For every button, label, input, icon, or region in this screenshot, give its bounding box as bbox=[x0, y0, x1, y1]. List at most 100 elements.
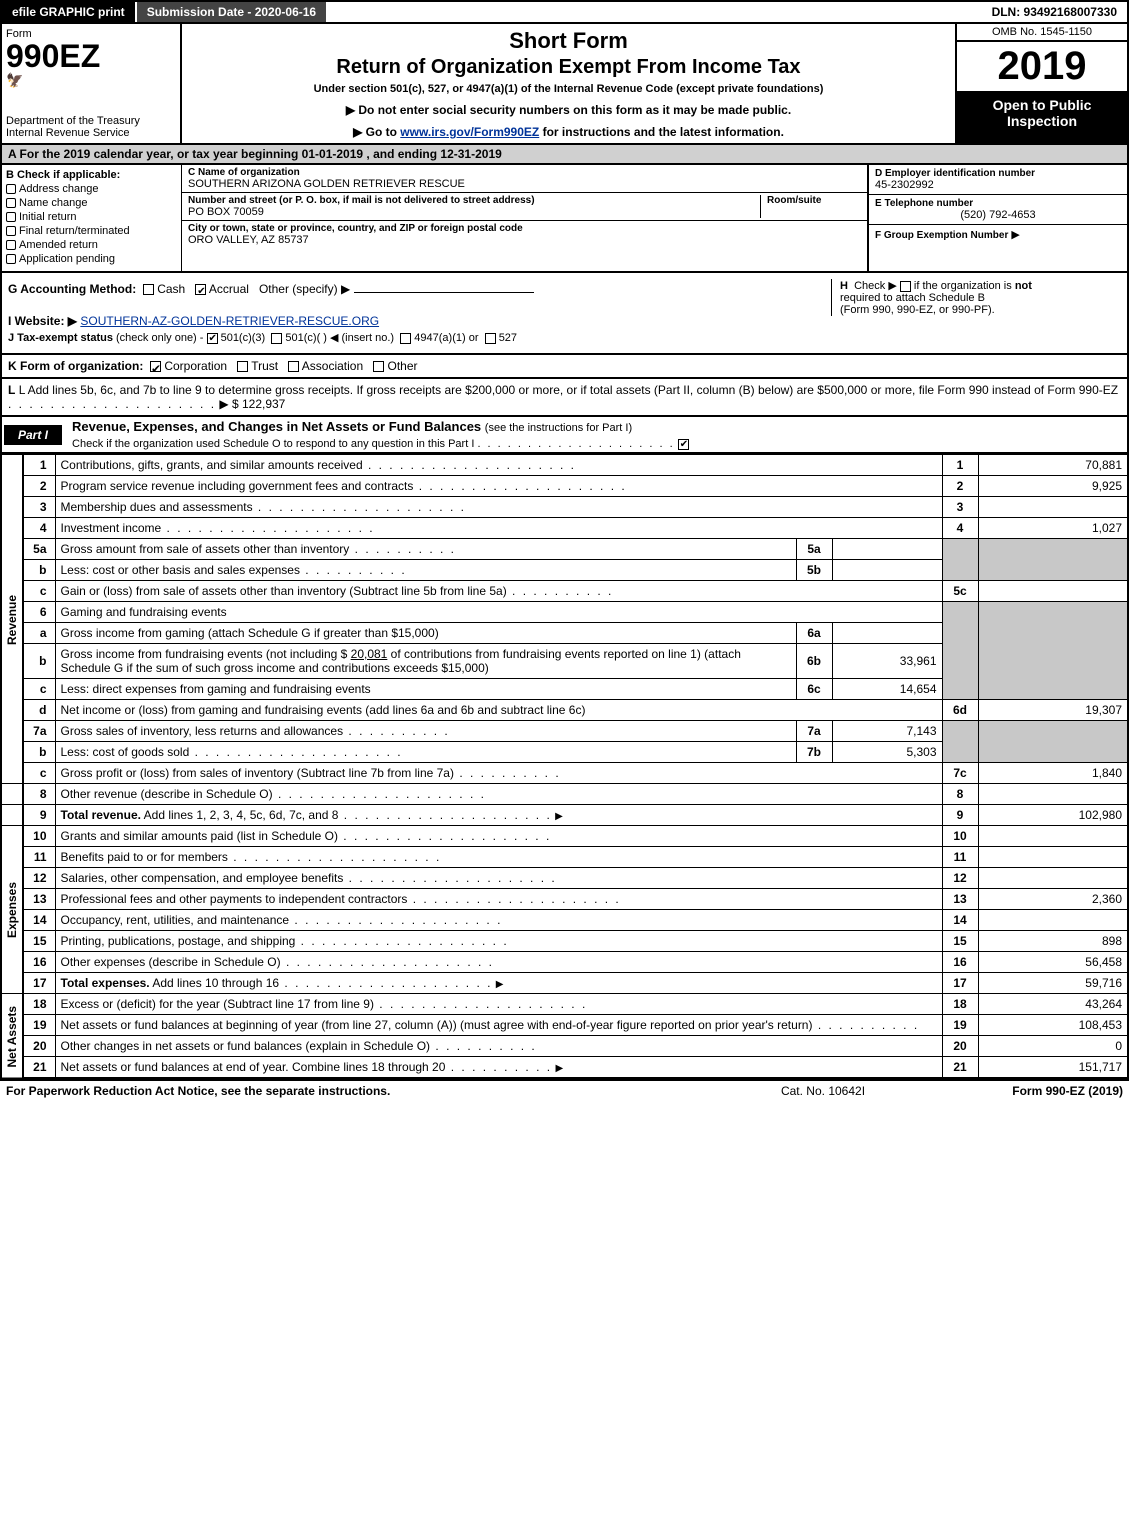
amount-13: 2,360 bbox=[978, 889, 1128, 910]
checkbox-501c[interactable] bbox=[271, 333, 282, 344]
table-row: 11 Benefits paid to or for members 11 bbox=[1, 847, 1128, 868]
city-value: ORO VALLEY, AZ 85737 bbox=[188, 234, 861, 246]
omb-number: OMB No. 1545-1150 bbox=[957, 24, 1127, 42]
checkbox-amended-return[interactable] bbox=[6, 240, 16, 250]
checkbox-cash[interactable] bbox=[143, 284, 154, 295]
irs-link[interactable]: www.irs.gov/Form990EZ bbox=[400, 125, 539, 139]
footer-form: Form 990-EZ (2019) bbox=[923, 1084, 1123, 1098]
amount-18: 43,264 bbox=[978, 994, 1128, 1015]
d-label: D Employer identification number bbox=[875, 168, 1121, 179]
period-row: A For the 2019 calendar year, or tax yea… bbox=[0, 145, 1129, 165]
checkbox-association[interactable] bbox=[288, 361, 299, 372]
checkbox-4947[interactable] bbox=[400, 333, 411, 344]
amount-7a: 7,143 bbox=[832, 721, 942, 742]
form-title-short: Short Form bbox=[190, 28, 947, 54]
box-def: D Employer identification number 45-2302… bbox=[867, 165, 1127, 271]
part-1-header: Part I Revenue, Expenses, and Changes in… bbox=[0, 417, 1129, 454]
checkbox-initial-return[interactable] bbox=[6, 212, 16, 222]
table-row: 14 Occupancy, rent, utilities, and maint… bbox=[1, 910, 1128, 931]
room-label: Room/suite bbox=[767, 195, 861, 206]
ssn-warning: ▶ Do not enter social security numbers o… bbox=[190, 103, 947, 117]
amount-6d: 19,307 bbox=[978, 700, 1128, 721]
checkbox-527[interactable] bbox=[485, 333, 496, 344]
amount-11 bbox=[978, 847, 1128, 868]
submission-date-button[interactable]: Submission Date - 2020-06-16 bbox=[137, 2, 328, 22]
other-specify-input[interactable] bbox=[354, 292, 534, 293]
table-row: c Gain or (loss) from sale of assets oth… bbox=[1, 581, 1128, 602]
efile-print-button[interactable]: efile GRAPHIC print bbox=[2, 2, 137, 22]
street-value: PO BOX 70059 bbox=[188, 206, 754, 218]
checkbox-name-change[interactable] bbox=[6, 198, 16, 208]
phone-value: (520) 792-4653 bbox=[875, 209, 1121, 221]
table-row: 9 Total revenue. Add lines 1, 2, 3, 4, 5… bbox=[1, 805, 1128, 826]
city-label: City or town, state or province, country… bbox=[188, 223, 861, 234]
table-row: 20 Other changes in net assets or fund b… bbox=[1, 1036, 1128, 1057]
table-row: 4 Investment income 4 1,027 bbox=[1, 518, 1128, 539]
checkbox-final-return[interactable] bbox=[6, 226, 16, 236]
checkbox-accrual[interactable] bbox=[195, 284, 206, 295]
amount-16: 56,458 bbox=[978, 952, 1128, 973]
section-ghij: H Check ▶ if the organization is not req… bbox=[0, 273, 1129, 355]
amount-15: 898 bbox=[978, 931, 1128, 952]
checkbox-h[interactable] bbox=[900, 281, 911, 292]
amount-20: 0 bbox=[978, 1036, 1128, 1057]
form-header: Form 990EZ 🦅 Department of the Treasury … bbox=[0, 24, 1129, 145]
table-row: Net Assets 18 Excess or (deficit) for th… bbox=[1, 994, 1128, 1015]
box-b: B Check if applicable: Address change Na… bbox=[2, 165, 182, 271]
street-label: Number and street (or P. O. box, if mail… bbox=[188, 195, 754, 206]
e-label: E Telephone number bbox=[875, 198, 1121, 209]
line-j: J Tax-exempt status (check only one) - 5… bbox=[8, 331, 1121, 344]
table-row: Revenue 1 Contributions, gifts, grants, … bbox=[1, 455, 1128, 476]
org-name: SOUTHERN ARIZONA GOLDEN RETRIEVER RESCUE bbox=[188, 178, 861, 190]
amount-4: 1,027 bbox=[978, 518, 1128, 539]
checkbox-corporation[interactable]: ✔ bbox=[150, 361, 161, 372]
f-arrow: ▶ bbox=[1011, 229, 1019, 241]
amount-7c: 1,840 bbox=[978, 763, 1128, 784]
table-row: 13 Professional fees and other payments … bbox=[1, 889, 1128, 910]
page-footer: For Paperwork Reduction Act Notice, see … bbox=[0, 1079, 1129, 1101]
dln-label: DLN: 93492168007330 bbox=[982, 2, 1127, 22]
table-row: 19 Net assets or fund balances at beginn… bbox=[1, 1015, 1128, 1036]
checkbox-address-change[interactable] bbox=[6, 184, 16, 194]
tax-year: 2019 bbox=[957, 42, 1127, 93]
net-assets-vlabel: Net Assets bbox=[1, 994, 23, 1079]
c-label: C Name of organization bbox=[188, 167, 861, 178]
checkbox-trust[interactable] bbox=[237, 361, 248, 372]
table-row: 8 Other revenue (describe in Schedule O)… bbox=[1, 784, 1128, 805]
section-l: L L Add lines 5b, 6c, and 7b to line 9 t… bbox=[0, 379, 1129, 417]
checkbox-schedule-o[interactable] bbox=[678, 439, 689, 450]
table-row: c Gross profit or (loss) from sales of i… bbox=[1, 763, 1128, 784]
entity-block: B Check if applicable: Address change Na… bbox=[0, 165, 1129, 273]
goto-note: ▶ Go to www.irs.gov/Form990EZ for instru… bbox=[190, 125, 947, 139]
section-k: K Form of organization: ✔ Corporation Tr… bbox=[0, 355, 1129, 379]
revenue-vlabel: Revenue bbox=[1, 455, 23, 784]
table-row: 12 Salaries, other compensation, and emp… bbox=[1, 868, 1128, 889]
table-row: 6 Gaming and fundraising events bbox=[1, 602, 1128, 623]
website-value[interactable]: SOUTHERN-AZ-GOLDEN-RETRIEVER-RESCUE.ORG bbox=[80, 314, 379, 328]
table-row: 7a Gross sales of inventory, less return… bbox=[1, 721, 1128, 742]
box-c: C Name of organization SOUTHERN ARIZONA … bbox=[182, 165, 867, 271]
checkbox-other-org[interactable] bbox=[373, 361, 384, 372]
checkbox-application-pending[interactable] bbox=[6, 254, 16, 264]
treasury-dept: Department of the Treasury Internal Reve… bbox=[6, 115, 176, 139]
open-to-public: Open to PublicInspection bbox=[957, 93, 1127, 143]
amount-10 bbox=[978, 826, 1128, 847]
amount-1: 70,881 bbox=[978, 455, 1128, 476]
table-row: 5a Gross amount from sale of assets othe… bbox=[1, 539, 1128, 560]
footer-cat: Cat. No. 10642I bbox=[723, 1084, 923, 1098]
ein-value: 45-2302992 bbox=[875, 179, 1121, 191]
amount-6b: 33,961 bbox=[832, 644, 942, 679]
amount-21: 151,717 bbox=[978, 1057, 1128, 1079]
amount-14 bbox=[978, 910, 1128, 931]
part-1-table: Revenue 1 Contributions, gifts, grants, … bbox=[0, 454, 1129, 1079]
table-row: 3 Membership dues and assessments 3 bbox=[1, 497, 1128, 518]
amount-9: 102,980 bbox=[978, 805, 1128, 826]
form-subtitle: Under section 501(c), 527, or 4947(a)(1)… bbox=[190, 83, 947, 95]
amount-3 bbox=[978, 497, 1128, 518]
amount-8 bbox=[978, 784, 1128, 805]
table-row: 21 Net assets or fund balances at end of… bbox=[1, 1057, 1128, 1079]
checkbox-501c3[interactable] bbox=[207, 333, 218, 344]
f-label: F Group Exemption Number bbox=[875, 230, 1008, 241]
part-1-tag: Part I bbox=[4, 425, 62, 445]
table-row: d Net income or (loss) from gaming and f… bbox=[1, 700, 1128, 721]
